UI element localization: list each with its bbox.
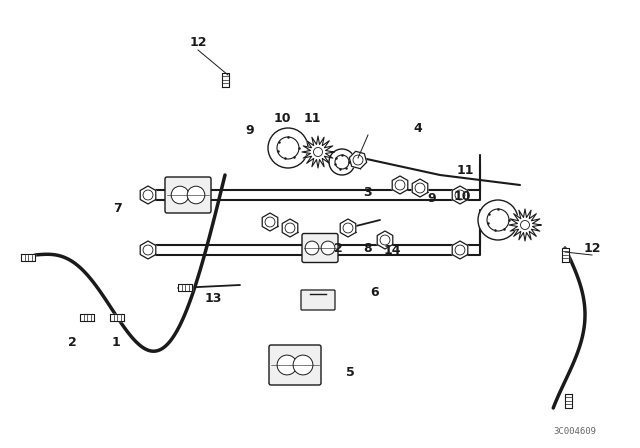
Circle shape <box>143 190 153 200</box>
Circle shape <box>143 245 153 255</box>
Text: 9: 9 <box>428 191 436 204</box>
Polygon shape <box>302 136 334 168</box>
Text: 10: 10 <box>453 190 471 202</box>
Text: 5: 5 <box>346 366 355 379</box>
FancyBboxPatch shape <box>301 290 335 310</box>
Text: 10: 10 <box>273 112 291 125</box>
Polygon shape <box>262 213 278 231</box>
Text: 2: 2 <box>333 241 342 254</box>
Text: 13: 13 <box>204 292 221 305</box>
Polygon shape <box>140 186 156 204</box>
Circle shape <box>520 220 529 229</box>
Circle shape <box>293 355 313 375</box>
Text: 2: 2 <box>68 336 76 349</box>
Polygon shape <box>452 186 468 204</box>
Polygon shape <box>452 241 468 259</box>
Circle shape <box>314 147 323 156</box>
Polygon shape <box>282 219 298 237</box>
Text: 12: 12 <box>189 35 207 48</box>
Polygon shape <box>340 219 356 237</box>
Polygon shape <box>21 254 35 262</box>
Text: 1: 1 <box>111 336 120 349</box>
Circle shape <box>187 186 205 204</box>
Polygon shape <box>392 176 408 194</box>
Text: 3C004609: 3C004609 <box>554 427 596 436</box>
Circle shape <box>455 190 465 200</box>
Text: 14: 14 <box>383 244 401 257</box>
Text: 6: 6 <box>371 285 380 298</box>
Circle shape <box>305 241 319 255</box>
Circle shape <box>380 235 390 245</box>
Text: 11: 11 <box>456 164 474 177</box>
Polygon shape <box>377 231 393 249</box>
Text: 8: 8 <box>364 241 372 254</box>
Circle shape <box>487 209 509 231</box>
Circle shape <box>455 245 465 255</box>
Circle shape <box>353 155 363 165</box>
Circle shape <box>277 137 299 159</box>
Polygon shape <box>564 394 572 408</box>
Text: 4: 4 <box>413 121 422 134</box>
Circle shape <box>265 217 275 227</box>
Circle shape <box>478 200 518 240</box>
Polygon shape <box>349 151 367 169</box>
Polygon shape <box>110 314 124 322</box>
FancyBboxPatch shape <box>302 233 338 263</box>
Polygon shape <box>412 179 428 197</box>
Circle shape <box>395 180 405 190</box>
Text: 9: 9 <box>246 124 254 137</box>
Circle shape <box>343 223 353 233</box>
Text: 11: 11 <box>303 112 321 125</box>
Polygon shape <box>178 284 192 292</box>
Polygon shape <box>221 73 228 87</box>
Circle shape <box>277 355 297 375</box>
Circle shape <box>335 155 349 169</box>
Polygon shape <box>140 241 156 259</box>
Polygon shape <box>561 248 568 262</box>
Circle shape <box>329 149 355 175</box>
Text: 12: 12 <box>583 241 601 254</box>
FancyBboxPatch shape <box>165 177 211 213</box>
Circle shape <box>285 223 295 233</box>
Text: 3: 3 <box>364 185 372 198</box>
Circle shape <box>172 186 189 204</box>
Text: 7: 7 <box>114 202 122 215</box>
FancyBboxPatch shape <box>269 345 321 385</box>
Circle shape <box>415 183 425 193</box>
Polygon shape <box>80 314 94 322</box>
Circle shape <box>268 128 308 168</box>
Circle shape <box>321 241 335 255</box>
Polygon shape <box>509 209 541 241</box>
